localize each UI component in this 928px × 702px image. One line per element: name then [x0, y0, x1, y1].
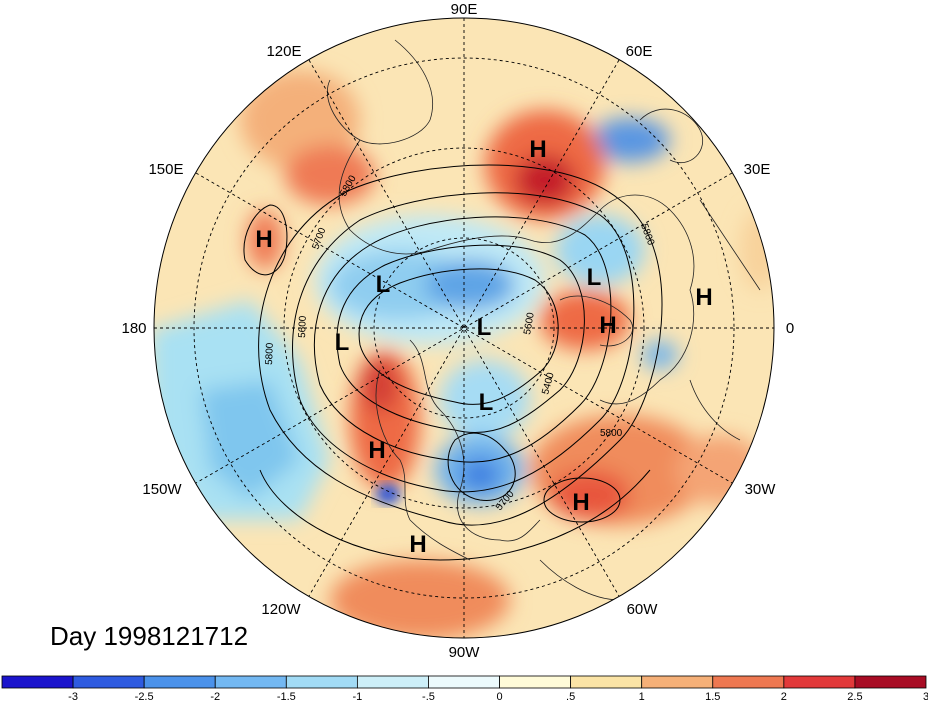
lon-label-180: 180 — [121, 320, 146, 337]
colorbar-box — [214, 675, 287, 689]
colorbar-box — [72, 675, 145, 689]
colorbar-tick-label: -.5 — [422, 691, 435, 702]
colorbar-tick-label: 2 — [781, 691, 787, 702]
lon-label-120w: 120W — [261, 601, 301, 618]
height-contours — [243, 164, 663, 561]
lon-label-30e: 30E — [744, 161, 771, 178]
lon-label-90w: 90W — [449, 644, 481, 661]
colorbar-box — [499, 675, 572, 689]
colorbar-tick-label: -1.5 — [277, 691, 296, 702]
colorbar-tick-label: 0 — [496, 691, 502, 702]
lon-label-60e: 60E — [626, 43, 653, 60]
longitude-labels: 90E 60E 30E 0 30W 60W 90W 120W 150W 180 … — [121, 1, 794, 661]
day-label: Day 1998121712 — [50, 621, 248, 651]
lon-label-0: 0 — [786, 320, 794, 337]
colorbar-box — [641, 675, 714, 689]
contour-label: 5800 — [264, 342, 276, 365]
high-marker: H — [529, 136, 546, 163]
low-marker: L — [479, 389, 494, 416]
colorbar-tick-label: -3 — [68, 691, 78, 702]
lon-label-120e: 120E — [266, 43, 301, 60]
colorbar-ticks: -3 -2.5 -2 -1.5 -1 -.5 0 .5 1 1.5 2 2.5 3 — [68, 691, 928, 702]
colorbar-tick-label: -2 — [210, 691, 220, 702]
low-marker: L — [335, 329, 350, 356]
graticule — [154, 18, 774, 638]
high-marker: H — [368, 437, 385, 464]
colorbar-boxes — [1, 675, 927, 689]
colorbar-box — [356, 675, 429, 689]
colorbar-box — [712, 675, 785, 689]
colorbar-box — [428, 675, 500, 689]
colorbar-box — [1, 675, 74, 689]
colorbar-tick-label: 3 — [923, 691, 928, 702]
colorbar-box — [285, 675, 358, 689]
lon-label-60w: 60W — [627, 601, 659, 618]
contour-label: 5600 — [522, 311, 537, 335]
high-marker: H — [572, 489, 589, 516]
pressure-systems: H H L L H H L L L H H H — [255, 136, 712, 558]
colorbar-tick-label: 1 — [639, 691, 645, 702]
high-marker: H — [255, 226, 272, 253]
colorbar-tick-label: 2.5 — [847, 691, 862, 702]
contour-label: 5600 — [297, 315, 309, 338]
colorbar-tick-label: -1 — [352, 691, 362, 702]
lon-label-150e: 150E — [148, 161, 183, 178]
colorbar-box — [570, 675, 643, 689]
high-marker: H — [409, 531, 426, 558]
colorbar-tick-label: .5 — [566, 691, 575, 702]
colorbar-tick-label: -2.5 — [135, 691, 154, 702]
contour-label: 5800 — [600, 428, 623, 439]
colorbar-box — [143, 675, 216, 689]
colorbar-box — [854, 675, 927, 689]
low-marker: L — [477, 314, 492, 341]
high-marker: H — [695, 284, 712, 311]
lon-label-90e: 90E — [451, 1, 478, 18]
map-boundary — [153, 17, 775, 639]
high-marker: H — [599, 312, 616, 339]
low-marker: L — [376, 271, 391, 298]
colorbar-box — [783, 675, 856, 689]
colorbar-tick-label: 1.5 — [705, 691, 720, 702]
colorbar: -3 -2.5 -2 -1.5 -1 -.5 0 .5 1 1.5 2 2.5 3 — [1, 675, 928, 702]
lon-label-30w: 30W — [745, 481, 777, 498]
low-marker: L — [587, 264, 602, 291]
lon-label-150w: 150W — [142, 481, 182, 498]
